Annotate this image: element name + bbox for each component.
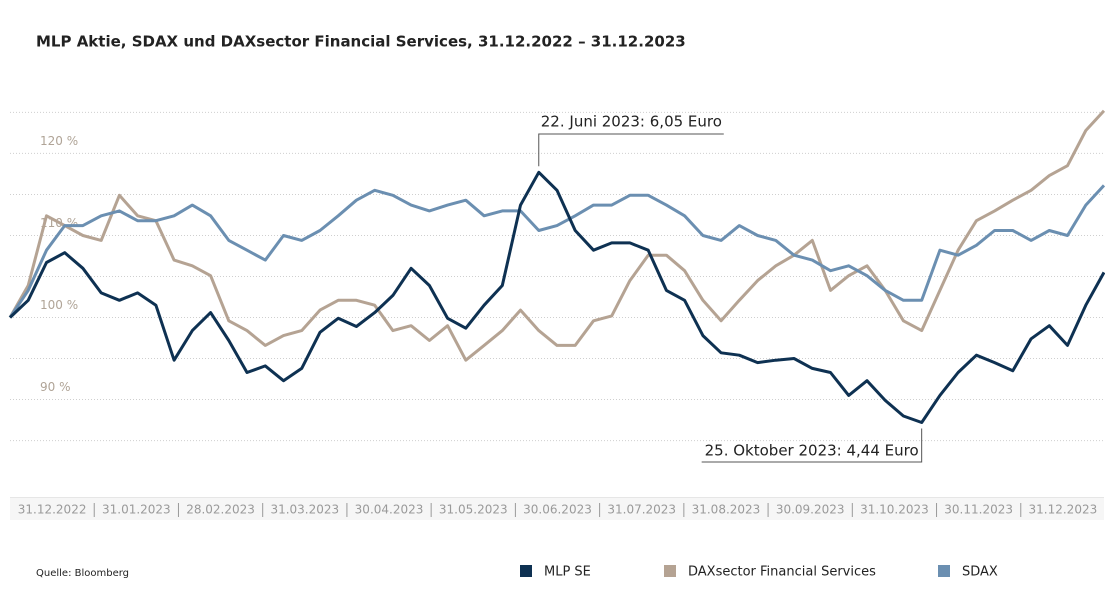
line [8,109,1105,362]
x-tick-label: 31.12.2023 [1029,503,1098,517]
legend-swatch [938,565,950,577]
legend-swatch [520,565,532,577]
annotation: 22. Juni 2023: 6,05 Euro [541,113,722,131]
legend-label: SDAX [962,565,998,580]
x-tick-label: 31.12.2022 [18,503,87,517]
x-axis-band [10,498,1104,520]
chart-title: MLP Aktie, SDAX und DAXsector Financial … [36,33,686,51]
x-tick-label: 31.08.2023 [692,503,761,517]
x-tick-label: 30.06.2023 [523,503,592,517]
legend-label: DAXsector Financial Services [688,565,876,580]
x-tick-label: 30.04.2023 [355,503,424,517]
annotation: 25. Oktober 2023: 4,44 Euro [705,442,919,460]
x-tick-label: 28.02.2023 [186,503,255,517]
y-tick-label: 90 % [40,380,71,394]
annotation-line [701,428,923,463]
y-tick-label: 120 % [40,134,78,148]
line [8,170,1105,424]
source: Quelle: Bloomberg [36,568,129,579]
annotation-line [538,133,724,167]
x-tick-label: 31.03.2023 [270,503,339,517]
x-tick-label: 30.11.2023 [944,503,1013,517]
x-tick-label: 31.01.2023 [102,503,171,517]
x-tick-label: 30.09.2023 [776,503,845,517]
line [8,184,1105,319]
x-tick-label: 31.05.2023 [439,503,508,517]
x-tick-label: 31.10.2023 [860,503,929,517]
legend-swatch [664,565,676,577]
legend-label: MLP SE [544,565,591,580]
x-tick-label: 31.07.2023 [607,503,676,517]
y-tick-label: 100 % [40,298,78,312]
